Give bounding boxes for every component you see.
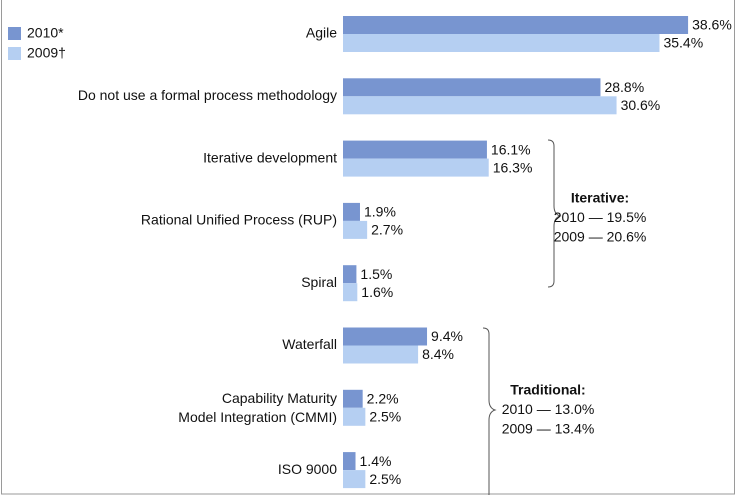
category-label: Iterative development — [203, 149, 337, 165]
value-label: 38.6% — [692, 17, 732, 33]
legend-swatch — [8, 27, 21, 40]
bar — [343, 265, 357, 284]
bar — [343, 345, 419, 364]
bar — [343, 470, 366, 489]
bar — [343, 407, 366, 426]
bar — [343, 34, 660, 52]
category-label: Waterfall — [282, 336, 337, 352]
value-label: 9.4% — [431, 328, 463, 344]
legend-label: 2009† — [27, 45, 66, 61]
legend-swatch — [8, 47, 21, 60]
annotation-line: 2009 — 20.6% — [554, 229, 647, 245]
bar — [343, 452, 356, 471]
annotation-line: 2009 — 13.4% — [502, 421, 595, 437]
value-label: 1.6% — [361, 284, 393, 300]
bar — [343, 96, 617, 115]
value-label: 2.5% — [369, 471, 401, 487]
annotation-title: Traditional: — [510, 382, 585, 398]
value-label: 1.9% — [364, 204, 396, 220]
bar — [343, 140, 487, 159]
bar — [343, 220, 368, 239]
value-label: 2.2% — [367, 391, 399, 407]
value-label: 2.7% — [371, 222, 403, 238]
annotation-line: 2010 — 19.5% — [554, 209, 647, 225]
bar — [343, 78, 601, 97]
category-label: Capability Maturity Model Integration (CM… — [178, 390, 337, 425]
brace — [482, 327, 497, 495]
bar — [343, 283, 358, 302]
value-label: 35.4% — [663, 35, 703, 51]
value-label: 2.5% — [369, 409, 401, 425]
bar — [343, 327, 428, 346]
category-label: Spiral — [301, 274, 337, 290]
value-label: 28.8% — [604, 79, 644, 95]
value-label: 8.4% — [422, 346, 454, 362]
category-label: Agile — [306, 25, 337, 41]
legend-label: 2010* — [27, 25, 64, 41]
bar — [343, 389, 363, 408]
value-label: 16.1% — [491, 141, 531, 157]
category-label-line: Model Integration (CMMI) — [178, 409, 337, 425]
category-label: Rational Unified Process (RUP) — [141, 212, 337, 228]
value-label: 30.6% — [621, 97, 661, 113]
category-label: Do not use a formal process methodology — [78, 87, 337, 103]
bar — [343, 202, 360, 221]
bar — [343, 16, 689, 34]
annotation-line: 2010 — 13.0% — [502, 401, 595, 417]
category-label: ISO 9000 — [278, 461, 337, 477]
brace — [547, 139, 562, 288]
category-label-line: Capability Maturity — [222, 390, 337, 406]
value-label: 1.4% — [360, 453, 392, 469]
bar — [343, 158, 489, 177]
value-label: 1.5% — [360, 266, 392, 282]
value-label: 16.3% — [493, 159, 533, 175]
annotation-title: Iterative: — [571, 190, 629, 206]
